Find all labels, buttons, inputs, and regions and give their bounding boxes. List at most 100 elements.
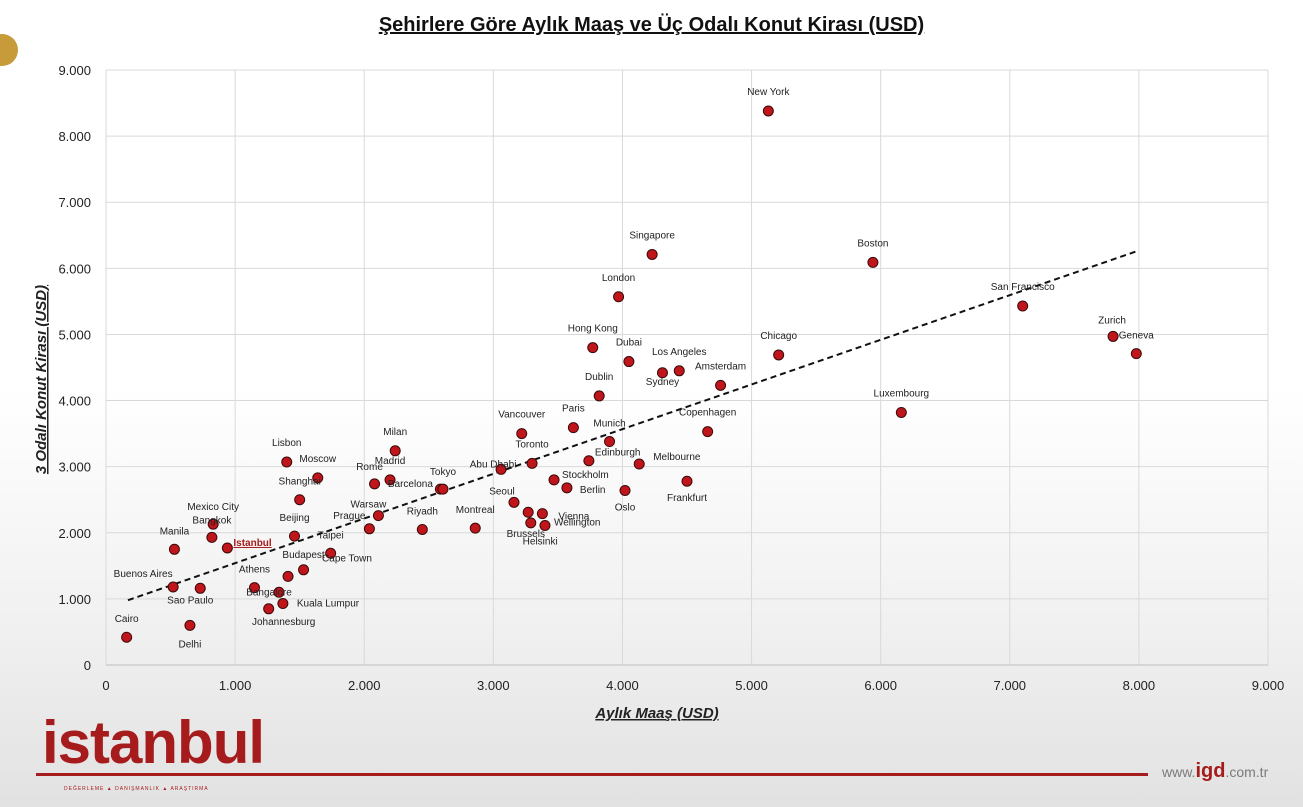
point-label: Paris <box>562 404 585 415</box>
point-label: Edinburgh <box>595 448 641 459</box>
data-point <box>508 496 520 508</box>
point-label: Cairo <box>115 614 139 625</box>
point-label: Luxembourg <box>874 388 930 399</box>
data-point <box>221 542 233 554</box>
y-tick-label: 0 <box>84 658 91 673</box>
x-tick-label: 4.000 <box>606 678 639 693</box>
point-label: Copenhagen <box>679 408 736 419</box>
data-point <box>325 547 337 559</box>
x-tick-label: 0 <box>102 678 109 693</box>
data-point <box>1107 330 1119 342</box>
data-point <box>895 406 907 418</box>
data-point <box>298 564 310 576</box>
data-point <box>206 531 218 543</box>
y-tick-label: 2.000 <box>58 526 91 541</box>
data-point <box>312 472 324 484</box>
point-label: Moscow <box>299 454 336 465</box>
data-point <box>184 619 196 631</box>
data-point <box>567 422 579 434</box>
data-point <box>773 349 785 361</box>
website-link[interactable]: www.igd.com.tr <box>1162 760 1268 783</box>
data-point <box>363 523 375 535</box>
point-label: Chicago <box>760 331 797 342</box>
point-labels: New York Singapore Boston London San Francis… <box>114 87 1155 650</box>
data-point <box>583 455 595 467</box>
point-label: Barcelona <box>388 479 433 490</box>
x-tick-label: 5.000 <box>735 678 768 693</box>
x-tick-label: 9.000 <box>1252 678 1285 693</box>
data-point <box>416 523 428 535</box>
point-label: New York <box>747 87 790 98</box>
point-label: Abu Dhabi <box>470 459 517 470</box>
data-point <box>646 248 658 260</box>
data-point <box>273 586 285 598</box>
footer-divider <box>36 773 1148 776</box>
data-point <box>715 379 727 391</box>
background-skyline <box>0 387 1303 807</box>
data-point <box>281 456 293 468</box>
website-prefix: www. <box>1162 764 1196 780</box>
point-label: Los Angeles <box>652 347 707 358</box>
point-label: Geneva <box>1119 331 1154 342</box>
data-point <box>548 474 560 486</box>
point-label: Dubai <box>616 338 642 349</box>
point-label: Athens <box>239 565 270 576</box>
point-label: San Francisco <box>991 282 1055 293</box>
y-axis-title: 3 Odalı Konut Kirası (USD) <box>33 285 50 474</box>
data-point <box>248 582 260 594</box>
y-tick-label: 5.000 <box>58 327 91 342</box>
point-label: London <box>602 273 635 284</box>
point-label: Vancouver <box>498 410 546 421</box>
data-point <box>561 482 573 494</box>
point-label: Manila <box>160 526 190 537</box>
point-label: Buenos Aires <box>114 569 173 580</box>
point-label: Istanbul <box>233 538 272 549</box>
website-highlight: igd <box>1195 760 1226 782</box>
y-tick-label: 6.000 <box>58 261 91 276</box>
x-tick-label: 3.000 <box>477 678 510 693</box>
brand-logo: istanbul <box>42 709 265 776</box>
x-tick-label: 2.000 <box>348 678 381 693</box>
brand-tagline: DEĞERLEME ▲ DANIŞMANLIK ▲ ARAŞTIRMA <box>64 786 209 792</box>
x-tick-label: 7.000 <box>994 678 1027 693</box>
data-point <box>613 291 625 303</box>
point-label: Prague <box>333 511 366 522</box>
point-label: Toronto <box>515 439 549 450</box>
data-point <box>702 426 714 438</box>
data-point <box>282 570 294 582</box>
point-label: Hong Kong <box>568 324 618 335</box>
data-point <box>194 582 206 594</box>
y-tick-label: 9.000 <box>58 63 91 78</box>
data-point <box>633 458 645 470</box>
data-point <box>289 530 301 542</box>
data-point <box>656 367 668 379</box>
point-label: Sydney <box>646 377 679 388</box>
data-point <box>673 365 685 377</box>
data-point <box>536 508 548 520</box>
point-label: Johannesburg <box>252 617 315 628</box>
data-point <box>762 105 774 117</box>
x-axis-title: Aylık Maaş (USD) <box>594 705 718 722</box>
point-label: Milan <box>383 427 407 438</box>
data-point <box>207 518 219 530</box>
data-point <box>1130 348 1142 360</box>
point-label: Madrid <box>375 456 406 467</box>
data-point <box>623 356 635 368</box>
corner-decoration <box>0 34 18 66</box>
data-point <box>372 510 384 522</box>
data-point <box>526 457 538 469</box>
data-point <box>369 478 381 490</box>
point-label: Bangalore <box>246 587 292 598</box>
chart-title: Şehirlere Göre Aylık Maaş ve Üç Odalı Ko… <box>378 14 925 36</box>
point-label: Taipei <box>318 530 344 541</box>
data-point <box>604 436 616 448</box>
point-label: Rome <box>356 462 383 473</box>
data-point <box>294 494 306 506</box>
point-label: Amsterdam <box>695 361 746 372</box>
point-label: Beijing <box>279 513 309 524</box>
data-point <box>389 445 401 457</box>
data-point <box>867 256 879 268</box>
data-point <box>167 581 179 593</box>
point-label: Warsaw <box>351 500 388 511</box>
